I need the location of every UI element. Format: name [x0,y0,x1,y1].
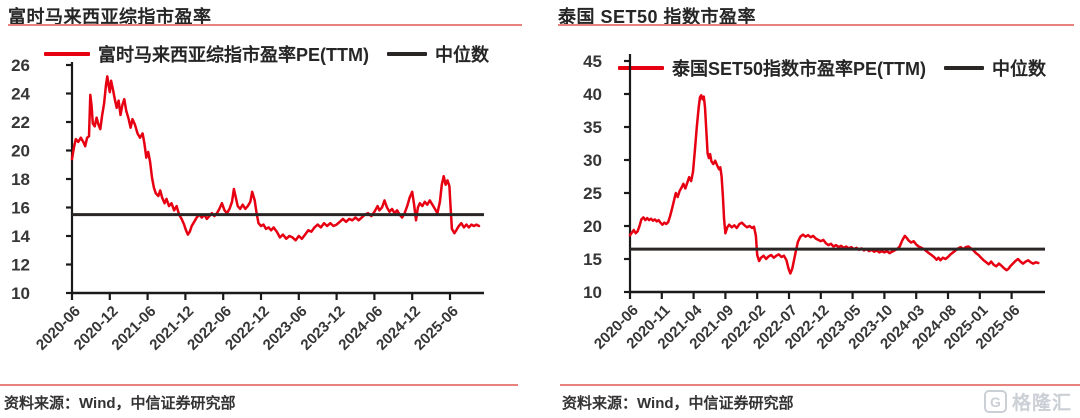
title-rule [8,24,522,26]
pe-series-line [70,75,481,242]
pe-series-line [628,94,1040,275]
chart-title-thailand: 泰国 SET50 指数市盈率 [558,7,757,27]
y-axis-label: 10 [11,284,30,303]
malaysia-pe-line-chart: 1012141618202224262020-062020-122021-062… [11,56,484,354]
title-rule [558,24,1074,26]
gelonghui-logo-text: 格隆汇 [1011,393,1072,414]
y-axis-label: 20 [583,217,602,236]
pe-series-legend-swatch [44,52,90,56]
y-axis-label: 25 [583,184,602,203]
pe-series-legend-swatch [618,66,664,70]
gelonghui-watermark: G 格隆汇 [983,388,1072,415]
malaysia-pe-chart-panel: 富时马来西亚综指市盈率 富时马来西亚综指市盈率PE(TTM) 中位数 10 12 1… [0,7,522,412]
y-axis-label: 24 [11,85,30,104]
y-axis-label: 20 [11,142,30,161]
median-legend-swatch [944,66,985,70]
chart-legend: 泰国SET50指数市盈率PE(TTM) 中位数 [618,55,1046,81]
median-legend-swatch [386,52,427,56]
y-axis-label: 40 [583,85,602,104]
y-axis-label: 15 [583,250,602,269]
chart-legend: 富时马来西亚综指市盈率PE(TTM) 中位数 [44,41,489,67]
pe-series-legend-label: 泰国SET50指数市盈率PE(TTM) [672,59,927,79]
source-rule [0,384,518,386]
thailand-pe-chart-panel: 泰国 SET50 指数市盈率 泰国SET50指数市盈率PE(TTM) 中位数 1… [540,0,1080,418]
y-axis-label: 18 [11,170,30,189]
source-rule [560,384,1080,386]
chart-title-malaysia: 富时马来西亚综指市盈率 [8,7,212,27]
median-legend-label: 中位数 [434,45,489,65]
y-axis-label: 45 [583,52,602,71]
source-note: 资料来源：Wind，中信证券研究部 [562,395,794,412]
y-axis-label: 30 [583,151,602,170]
median-legend-label: 中位数 [992,59,1047,79]
y-axis-label: 12 [11,256,30,275]
y-axis-label: 14 [11,227,30,246]
y-axis-label: 35 [583,118,602,137]
pe-series-legend-label: 富时马来西亚综指市盈率PE(TTM) [98,45,369,65]
y-axis-label: 10 [583,283,602,302]
thailand-pe-line-chart: 10152025303540452020-062020-112021-04202… [583,52,1045,353]
source-note: 资料来源：Wind，中信证券研究部 [4,395,236,412]
y-axis-label: 26 [11,56,30,75]
y-axis-label: 16 [11,199,30,218]
y-axis-label: 22 [11,113,30,132]
gelonghui-logo-icon: G [983,390,1007,413]
